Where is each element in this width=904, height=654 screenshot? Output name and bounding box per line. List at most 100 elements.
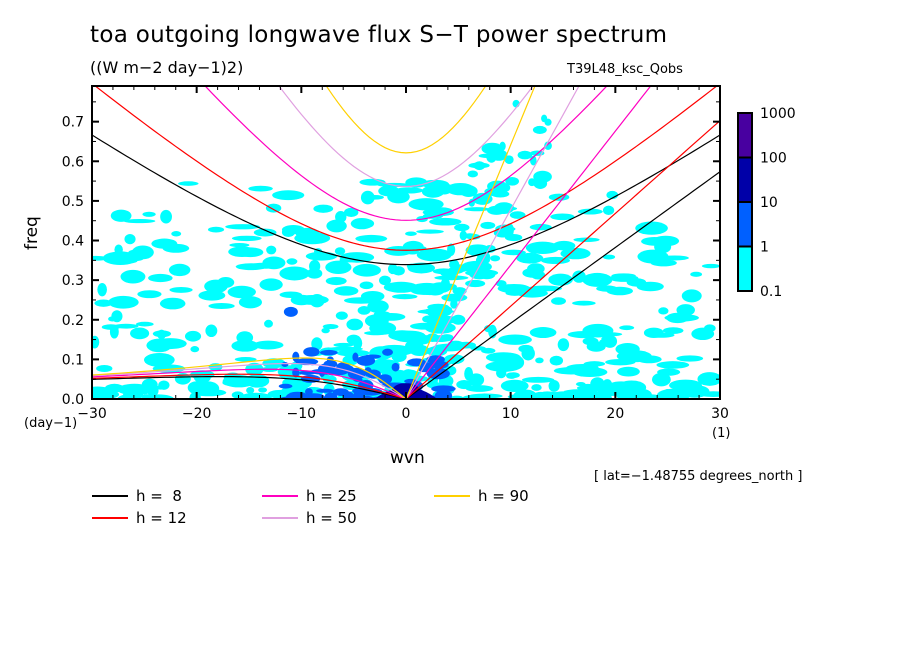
y-tick-label: 0.1 — [62, 352, 84, 368]
power-region-level-0 — [537, 27, 552, 37]
power-region-level-0 — [281, 225, 305, 235]
power-region-level-0 — [321, 327, 330, 334]
power-region-level-0 — [549, 355, 564, 366]
power-region-level-0 — [178, 181, 199, 186]
power-region-level-0 — [534, 38, 554, 46]
power-region-level-0 — [597, 332, 623, 337]
x-axis-label: wvn — [390, 448, 425, 468]
power-region-level-0 — [652, 235, 680, 247]
power-region-level-1 — [419, 362, 434, 373]
y-tick-label: 0.0 — [62, 392, 84, 408]
y-tick-label: 0.4 — [62, 234, 84, 250]
power-region-level-0 — [416, 248, 452, 262]
kelvin-curve-h25 — [405, 86, 652, 399]
power-region-level-0 — [262, 256, 286, 270]
power-region-level-0 — [378, 185, 400, 197]
power-region-level-0 — [231, 340, 259, 352]
power-region-level-0 — [335, 311, 348, 320]
power-region-level-1 — [391, 362, 400, 372]
power-region-level-1 — [342, 391, 355, 399]
power-region-level-1 — [278, 383, 293, 389]
power-region-level-0 — [422, 213, 443, 219]
power-region-level-0 — [521, 376, 555, 383]
axis-tick-labels: −30 −20 −10 0 10 20 30 0.0 0.1 0.2 0.3 0.4 0.5 0.6 0.7 — [62, 115, 729, 422]
power-region-level-0 — [378, 275, 391, 286]
y-tick-label: 0.5 — [62, 194, 84, 210]
power-region-level-0 — [104, 383, 125, 393]
power-region-level-0 — [159, 297, 186, 310]
power-region-level-1 — [407, 358, 426, 367]
power-region-level-0 — [512, 44, 532, 54]
power-region-level-0 — [335, 211, 347, 223]
power-region-level-0 — [325, 276, 347, 286]
power-region-level-0 — [559, 393, 576, 399]
power-region-level-0 — [191, 388, 227, 397]
x-tick-label: 0 — [402, 406, 411, 422]
power-region-level-0 — [552, 240, 576, 251]
power-region-level-0 — [617, 366, 640, 377]
power-region-level-0 — [223, 372, 242, 383]
legend-label: h = 8 — [136, 487, 182, 505]
power-region-level-0 — [234, 357, 257, 362]
power-region-level-0 — [142, 211, 156, 217]
power-region-level-0 — [527, 244, 545, 254]
power-region-level-0 — [448, 266, 464, 274]
power-region-level-0 — [157, 329, 166, 340]
x-axis-unit: (1) — [712, 426, 731, 441]
latitude-note: [ lat=−1.48755 degrees_north ] — [594, 469, 803, 484]
power-region-level-0 — [691, 327, 715, 341]
power-region-level-0 — [662, 327, 684, 335]
power-region-level-0 — [690, 271, 703, 277]
power-region-level-0 — [336, 349, 370, 357]
power-region-level-0 — [286, 258, 298, 265]
legend-item: h = 8 — [92, 487, 182, 505]
legend-item: h = 90 — [434, 487, 529, 505]
power-region-level-0 — [575, 381, 586, 387]
power-region-level-0 — [652, 372, 671, 387]
power-region-level-0 — [551, 297, 566, 305]
y-tick-label: 0.7 — [62, 115, 84, 131]
power-region-level-0 — [325, 260, 352, 274]
legend-label: h = 12 — [136, 509, 187, 527]
power-region-level-0 — [160, 209, 172, 224]
power-region-level-0 — [532, 53, 551, 61]
y-tick-label: 0.3 — [62, 273, 84, 289]
power-region-level-0 — [498, 183, 511, 193]
power-region-level-0 — [110, 256, 144, 262]
power-region-level-0 — [697, 391, 720, 397]
legend-swatch — [262, 495, 298, 497]
legend-swatch — [92, 495, 128, 497]
power-region-level-0 — [509, 211, 526, 219]
power-region-level-0 — [229, 243, 250, 248]
gravity-curve-h12 — [94, 86, 718, 251]
power-region-level-0 — [383, 281, 419, 293]
power-region-level-0 — [231, 235, 262, 242]
power-region-level-0 — [524, 66, 538, 75]
power-region-level-0 — [582, 337, 599, 346]
power-region-level-0 — [540, 256, 571, 265]
power-region-level-0 — [505, 290, 525, 296]
power-region-level-0 — [360, 190, 375, 205]
power-region-level-0 — [142, 394, 175, 399]
power-region-level-0 — [513, 389, 537, 399]
power-region-level-0 — [359, 281, 374, 290]
power-region-level-1 — [324, 394, 335, 399]
power-region-level-0 — [597, 388, 626, 396]
power-region-level-0 — [205, 324, 218, 338]
power-region-level-1 — [316, 388, 334, 393]
x-tick-label: 10 — [502, 406, 520, 422]
power-region-level-0 — [479, 393, 490, 399]
chart-units: ((W m−2 day−1)2) — [90, 58, 244, 77]
power-region-level-0 — [537, 3, 545, 14]
power-region-level-1 — [354, 393, 363, 399]
rossby-curve-h25 — [92, 368, 407, 399]
power-region-level-0 — [238, 296, 262, 309]
power-region-level-0 — [392, 266, 405, 276]
dispersion-curves — [92, 86, 720, 399]
power-region-level-0 — [360, 290, 385, 302]
power-region-level-0 — [493, 202, 515, 214]
power-region-level-1 — [431, 385, 456, 393]
power-region-level-0 — [464, 207, 490, 212]
power-region-level-0 — [468, 373, 485, 387]
colorbar-segment — [737, 156, 753, 203]
